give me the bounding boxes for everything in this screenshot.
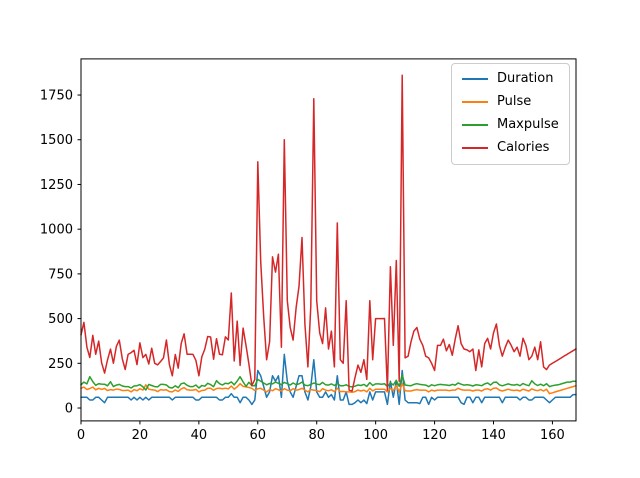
- y-tick-label: 500: [48, 312, 73, 327]
- y-tick-label: 750: [48, 267, 73, 282]
- x-tick-label: 60: [250, 428, 267, 443]
- y-tick-label: 1500: [40, 133, 73, 148]
- legend: Duration Pulse Maxpulse Calories: [451, 63, 570, 165]
- x-tick-label: 120: [422, 428, 447, 443]
- x-tick-label: 80: [308, 428, 325, 443]
- legend-item-pulse: Pulse: [462, 93, 559, 110]
- y-tick-label: 1750: [40, 89, 73, 104]
- axes-frame: [80, 58, 577, 422]
- legend-item-maxpulse: Maxpulse: [462, 116, 559, 133]
- legend-line-swatch-pulse: [462, 101, 488, 104]
- x-tick-label: 20: [132, 428, 149, 443]
- legend-label: Duration: [497, 71, 554, 86]
- legend-item-calories: Calories: [462, 139, 559, 156]
- legend-line-swatch-calories: [462, 147, 488, 150]
- series-line-duration: [80, 353, 577, 406]
- y-tick-label: 0: [65, 402, 73, 417]
- legend-label: Calories: [497, 139, 550, 155]
- x-tick-label: 160: [540, 428, 565, 443]
- series-line-pulse: [80, 382, 577, 395]
- y-tick-label: 1000: [40, 223, 73, 238]
- legend-line-swatch-duration: [462, 78, 488, 81]
- y-tick-label: 250: [48, 357, 73, 372]
- series-line-maxpulse: [80, 374, 577, 391]
- y-tick-label: 1250: [40, 178, 73, 193]
- x-tick-label: 100: [363, 428, 388, 443]
- legend-item-duration: Duration: [462, 71, 559, 87]
- legend-line-swatch-maxpulse: [462, 124, 488, 127]
- legend-label: Pulse: [497, 93, 532, 109]
- legend-label: Maxpulse: [497, 116, 559, 132]
- x-tick-label: 40: [191, 428, 208, 443]
- series-line-calories: [80, 74, 577, 392]
- x-tick-label: 140: [481, 428, 506, 443]
- x-tick-label: 0: [77, 428, 85, 443]
